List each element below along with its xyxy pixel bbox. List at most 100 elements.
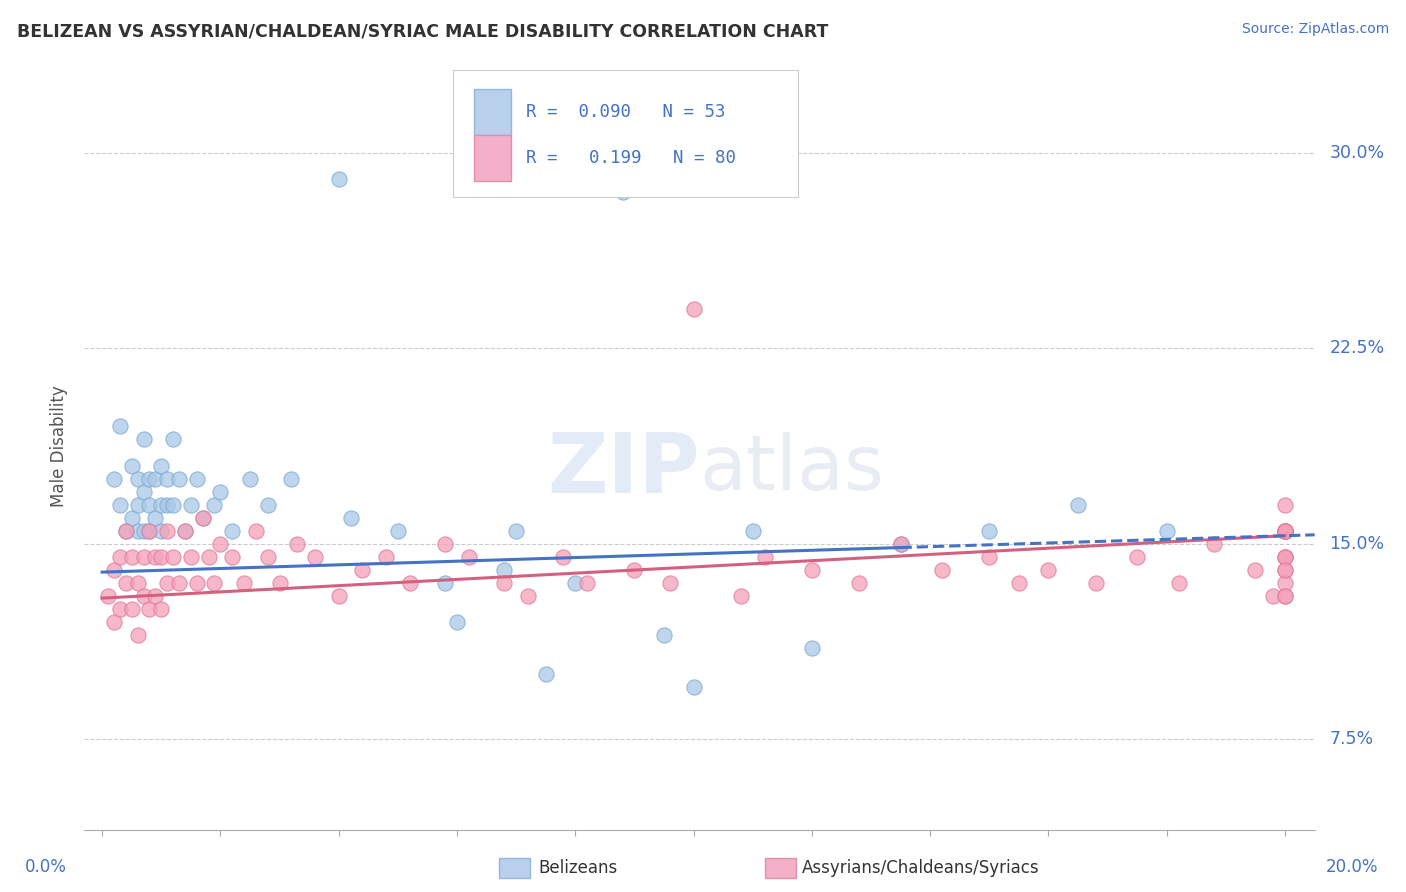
Point — [1274, 549, 1296, 564]
Point — [127, 524, 149, 538]
Text: Belizeans: Belizeans — [538, 859, 617, 877]
Point — [564, 575, 586, 590]
Text: Assyrians/Chaldeans/Syriacs: Assyrians/Chaldeans/Syriacs — [801, 859, 1039, 877]
Point — [138, 524, 160, 538]
Point — [132, 484, 155, 499]
Y-axis label: Male Disability: Male Disability — [51, 385, 69, 507]
Point — [114, 575, 136, 590]
Point — [121, 510, 143, 524]
Point — [204, 498, 226, 512]
Point — [931, 562, 953, 576]
Point — [143, 471, 166, 485]
Point — [114, 524, 136, 538]
Point — [150, 601, 173, 615]
Point — [150, 498, 173, 512]
Point — [1126, 549, 1149, 564]
Point — [1202, 536, 1225, 550]
Point — [209, 536, 232, 550]
Point — [652, 627, 675, 641]
Text: BELIZEAN VS ASSYRIAN/CHALDEAN/SYRIAC MALE DISABILITY CORRELATION CHART: BELIZEAN VS ASSYRIAN/CHALDEAN/SYRIAC MAL… — [17, 22, 828, 40]
Point — [352, 562, 374, 576]
Point — [375, 549, 398, 564]
Text: ZIP: ZIP — [547, 428, 700, 509]
Point — [1084, 575, 1107, 590]
Point — [97, 589, 120, 603]
Point — [1274, 589, 1296, 603]
Point — [103, 562, 125, 576]
Point — [1274, 562, 1296, 576]
Point — [108, 549, 131, 564]
Point — [245, 524, 267, 538]
Point — [1244, 562, 1267, 576]
Point — [1274, 549, 1296, 564]
Point — [1008, 575, 1031, 590]
Text: 22.5%: 22.5% — [1330, 340, 1385, 358]
Point — [1274, 524, 1296, 538]
Point — [285, 536, 308, 550]
Point — [339, 510, 361, 524]
Point — [103, 615, 125, 629]
Point — [132, 433, 155, 447]
Point — [186, 575, 208, 590]
Point — [127, 575, 149, 590]
Point — [682, 680, 704, 694]
Point — [434, 536, 457, 550]
Point — [138, 524, 160, 538]
Point — [233, 575, 256, 590]
Point — [1274, 524, 1296, 538]
Point — [304, 549, 326, 564]
Point — [132, 524, 155, 538]
Point — [534, 666, 557, 681]
Point — [1274, 524, 1296, 538]
Text: atlas: atlas — [700, 432, 884, 506]
Point — [186, 471, 208, 485]
Point — [103, 471, 125, 485]
Point — [328, 172, 350, 186]
Point — [197, 549, 219, 564]
Point — [127, 627, 149, 641]
Point — [138, 498, 160, 512]
Point — [132, 549, 155, 564]
Point — [1038, 562, 1060, 576]
Point — [150, 524, 173, 538]
Point — [180, 549, 202, 564]
Point — [174, 524, 197, 538]
Point — [1274, 562, 1296, 576]
Point — [209, 484, 232, 499]
Point — [132, 589, 155, 603]
Point — [741, 524, 763, 538]
Point — [979, 549, 1001, 564]
Point — [576, 575, 599, 590]
Point — [156, 524, 179, 538]
Point — [1156, 524, 1178, 538]
Point — [890, 536, 912, 550]
Point — [156, 471, 179, 485]
Point — [494, 575, 516, 590]
Point — [167, 575, 190, 590]
Point — [121, 549, 143, 564]
Point — [221, 524, 243, 538]
Point — [108, 419, 131, 434]
FancyBboxPatch shape — [454, 70, 799, 197]
Point — [256, 549, 278, 564]
Point — [138, 601, 160, 615]
Point — [1274, 589, 1296, 603]
Point — [1274, 575, 1296, 590]
Point — [121, 458, 143, 473]
Point — [143, 510, 166, 524]
Point — [800, 640, 823, 655]
Point — [800, 562, 823, 576]
Point — [1274, 498, 1296, 512]
Point — [1263, 589, 1285, 603]
Point — [143, 549, 166, 564]
Text: Source: ZipAtlas.com: Source: ZipAtlas.com — [1241, 22, 1389, 37]
Point — [387, 524, 409, 538]
Point — [280, 471, 302, 485]
Point — [1274, 524, 1296, 538]
Point — [114, 524, 136, 538]
Point — [658, 575, 681, 590]
Text: R =  0.090   N = 53: R = 0.090 N = 53 — [526, 103, 725, 121]
Point — [612, 186, 634, 200]
Point — [446, 615, 468, 629]
Point — [256, 498, 278, 512]
